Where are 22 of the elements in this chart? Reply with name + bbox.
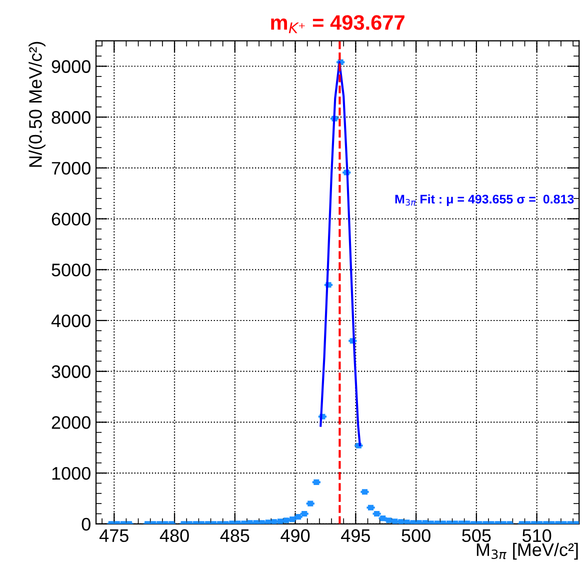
x-tick-label: 495 <box>341 529 370 542</box>
y-axis-title: N/(0.50 MeV/c²) <box>28 42 46 167</box>
x-axis-title: M$_{3π}$ [MeV/c²] <box>476 542 578 560</box>
y-tick-label: 3000 <box>52 365 90 378</box>
y-tick-label: 2000 <box>52 416 90 429</box>
x-tick-label: 490 <box>280 529 310 542</box>
y-tick-label: 4000 <box>51 314 90 328</box>
y-tick-label: 0 <box>82 518 90 531</box>
y-tick-label: 7000 <box>52 162 90 175</box>
x-tick-label: 500 <box>402 529 430 542</box>
x-tick-label: 510 <box>522 529 552 542</box>
chart-title: m$_{K⁺}$ = 493.677 <box>271 15 404 34</box>
y-tick-label: 9000 <box>52 60 90 73</box>
x-tick-label: 505 <box>462 529 491 542</box>
x-tick-label: 485 <box>220 529 250 542</box>
x-tick-label: 475 <box>100 529 128 542</box>
y-tick-label: 8000 <box>52 111 90 124</box>
x-tick-label: 480 <box>160 529 189 542</box>
y-tick-label: 6000 <box>52 212 90 226</box>
annotation: M$_{3π}$ Fit : μ = 493.655 σ = 0.813 <box>395 194 574 206</box>
y-tick-label: 5000 <box>52 264 90 276</box>
y-tick-label: 1000 <box>52 466 90 480</box>
